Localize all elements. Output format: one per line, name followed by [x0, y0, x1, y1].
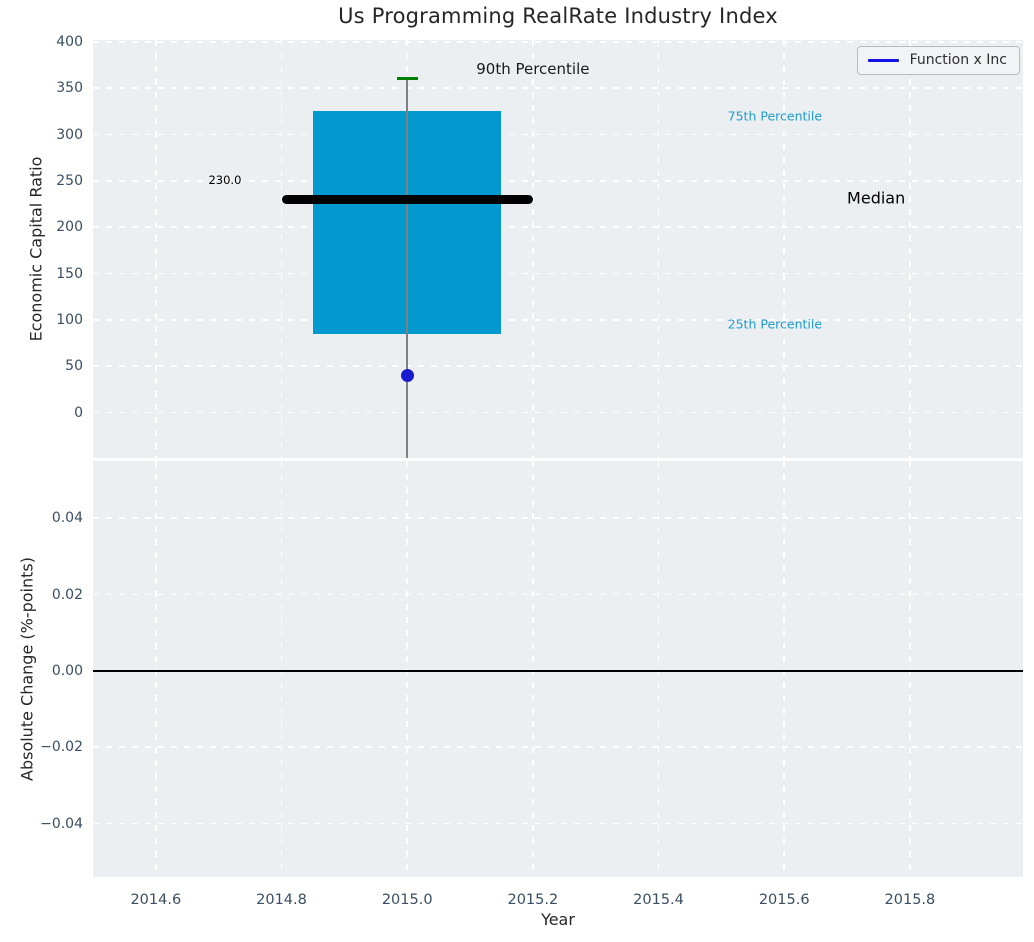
- gridline-horizontal: [93, 272, 1023, 275]
- gridline-horizontal: [93, 822, 1023, 825]
- legend-label: Function x Inc: [909, 52, 1007, 68]
- gridline-horizontal: [93, 517, 1023, 519]
- annotation-median-label: Median: [847, 188, 906, 208]
- ytick-label: 400: [56, 33, 83, 50]
- ytick-label: 0: [74, 404, 83, 421]
- gridline-vertical: [406, 461, 408, 877]
- xtick-label: 2015.6: [758, 892, 810, 908]
- gridline-horizontal: [93, 593, 1023, 596]
- gridline-horizontal: [93, 746, 1023, 748]
- gridline-horizontal: [93, 319, 1023, 321]
- gridline-vertical: [280, 461, 283, 877]
- xtick-label: 2014.6: [130, 892, 182, 908]
- xtick-label: 2015.4: [633, 892, 684, 908]
- annotation-p75-label: 75th Percentile: [727, 108, 823, 124]
- gridline-vertical: [155, 40, 157, 458]
- xtick-label: 2015.0: [381, 892, 433, 908]
- gridline-vertical: [783, 40, 785, 458]
- ytick-label: −0.02: [40, 739, 83, 756]
- xtick-label: 2015.8: [884, 892, 936, 908]
- gridline-vertical: [280, 40, 283, 458]
- ytick-label: 200: [56, 219, 83, 236]
- chart-title: Us Programming RealRate Industry Index: [338, 4, 778, 28]
- axes-absolute-change: [93, 461, 1023, 877]
- axes-economic-capital-ratio: Function x Inc 90th Percentile 75th Perce…: [93, 40, 1023, 458]
- gridline-horizontal: [93, 365, 1023, 367]
- gridline-horizontal: [93, 411, 1023, 414]
- xtick-label: 2015.2: [507, 892, 559, 908]
- gridline-vertical: [155, 461, 157, 877]
- median-line: [281, 194, 533, 204]
- p90-cap: [396, 77, 418, 81]
- annotation-p90-label: 90th Percentile: [476, 59, 590, 78]
- legend: Function x Inc: [856, 46, 1020, 75]
- annotation-p25-label: 25th Percentile: [727, 316, 823, 332]
- gridline-vertical: [532, 40, 534, 458]
- ytick-label: 0.00: [51, 662, 83, 679]
- ytick-label: 300: [56, 126, 83, 143]
- legend-line-sample: [867, 58, 899, 62]
- ytick-label: 50: [65, 358, 83, 375]
- gridline-horizontal: [93, 87, 1023, 89]
- ytick-label: 150: [56, 265, 83, 282]
- company-dot: [400, 369, 414, 382]
- gridline-horizontal: [93, 133, 1023, 136]
- gridline-vertical: [783, 461, 785, 877]
- gridline-horizontal: [93, 180, 1023, 182]
- xtick-label: 2014.8: [256, 892, 307, 908]
- gridline-horizontal: [93, 41, 1023, 43]
- gridline-vertical: [657, 40, 660, 458]
- whisker-line: [406, 78, 408, 458]
- gridline-vertical: [909, 40, 911, 458]
- ytick-label: 100: [56, 311, 83, 328]
- xlabel-year: Year: [541, 910, 575, 929]
- gridline-horizontal: [93, 226, 1023, 228]
- ytick-label: 250: [56, 172, 83, 189]
- gridline-vertical: [532, 461, 534, 877]
- ytick-label: −0.04: [40, 815, 83, 832]
- gridline-vertical: [909, 461, 911, 877]
- ytick-label: 0.02: [51, 586, 83, 603]
- gridline-vertical: [657, 461, 660, 877]
- zero-change-line: [93, 669, 1023, 672]
- ytick-label: 350: [56, 80, 83, 97]
- ytick-label: 0.04: [51, 510, 83, 527]
- annotation-median-value-label: 230.0: [208, 172, 242, 187]
